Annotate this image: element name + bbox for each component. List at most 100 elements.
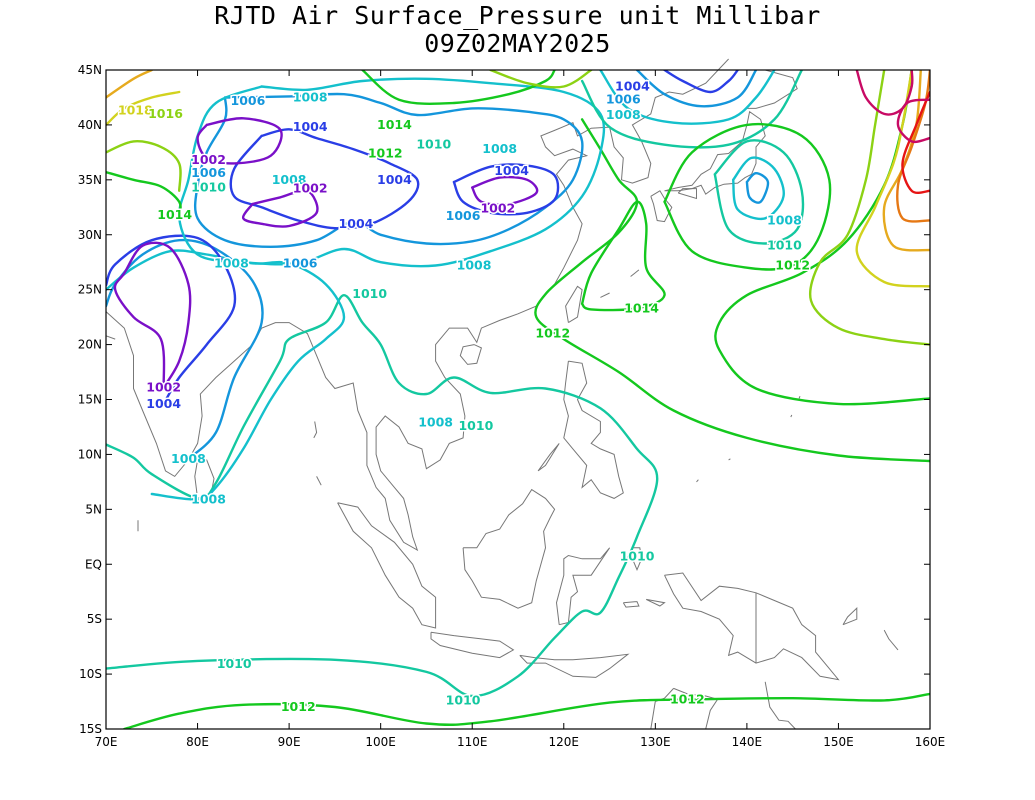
coastline-segment: [630, 269, 640, 277]
isobar-1018: [855, 70, 930, 288]
x-tick-label: 80E: [186, 735, 209, 749]
y-tick-label: 15N: [78, 393, 102, 407]
isobar-1016: [489, 70, 593, 89]
isobar-label-1004: 1004: [377, 172, 412, 187]
isobar-1012: [534, 118, 930, 463]
coastline-segment: [677, 188, 697, 200]
isobar-1012: [663, 122, 832, 271]
coastline-segment: [790, 414, 793, 418]
y-tick-label: 25N: [78, 283, 102, 297]
coastline-segment: [798, 396, 801, 399]
isobar-1008: [732, 156, 785, 221]
isobar-1016: [106, 140, 182, 192]
isobar-label-1014: 1014: [377, 117, 412, 132]
coastline-segment: [746, 69, 798, 109]
isobar-1014: [361, 70, 556, 105]
isobar-label-1002: 1002: [293, 181, 328, 196]
isobar-label-1012: 1012: [775, 258, 810, 273]
coastline-segment: [600, 292, 610, 298]
coastline-segment: [631, 547, 643, 571]
coastline-segment: [728, 458, 731, 461]
isobar-label-1002: 1002: [191, 152, 226, 167]
isobar-label-1016: 1016: [148, 106, 183, 121]
coastline-segment: [105, 335, 116, 340]
isobar-label-1008: 1008: [191, 491, 226, 506]
isobar-1002: [113, 241, 192, 389]
x-tick-label: 110E: [457, 735, 488, 749]
x-tick-label: 90E: [278, 735, 301, 749]
y-tick-label: 15S: [79, 722, 102, 736]
isobar-1008: [177, 77, 606, 268]
isobar-label-1006: 1006: [283, 255, 318, 270]
isobar-label-1012: 1012: [670, 691, 705, 706]
x-tick-label: 70E: [95, 735, 118, 749]
y-tick-label: 20N: [78, 338, 102, 352]
isobar-label-1004: 1004: [293, 119, 328, 134]
isobar-1004: [229, 128, 420, 230]
isobar-label-1012: 1012: [281, 699, 316, 714]
y-tick-label: 10N: [78, 447, 102, 461]
isobar-label-1010: 1010: [620, 549, 655, 564]
isobar-label-1010: 1010: [446, 692, 481, 707]
x-tick-label: 100E: [365, 735, 396, 749]
isobar-1002: [242, 189, 319, 228]
isobar-label-1008: 1008: [482, 141, 517, 156]
isobar-1012: [123, 692, 930, 729]
y-tick-label: 10S: [79, 667, 102, 681]
coastline-segment: [650, 701, 656, 730]
isobar-label-1014: 1014: [624, 300, 659, 315]
isobar-label-1008: 1008: [418, 415, 453, 430]
isobar-label-1012: 1012: [535, 326, 570, 341]
axis-layer: 70E 80E 90E 100E 110E 120E 130E 140E 150E 160E 45N…: [78, 63, 946, 749]
map-title: RJTD Air Surface_Pressure unit Millibar: [214, 1, 821, 30]
isobar-label-1008: 1008: [272, 172, 307, 187]
x-tick-label: 130E: [640, 735, 671, 749]
isobar-label-1014: 1014: [157, 207, 192, 222]
isobar-label-1004: 1004: [494, 163, 529, 178]
y-tick-label: 40N: [78, 118, 102, 132]
x-tick-label: 120E: [549, 735, 580, 749]
isobar-label-1010: 1010: [352, 286, 387, 301]
isobar-1026: [855, 70, 914, 116]
coastline-segment: [316, 476, 322, 486]
isobar-label-1008: 1008: [767, 212, 802, 227]
isobar-1006: [193, 92, 584, 248]
isobar-1014: [580, 200, 666, 312]
isobar-1010: [106, 294, 659, 698]
isobar-1010: [713, 139, 805, 245]
coastline-segment: [650, 190, 673, 223]
coastline-segment: [842, 607, 858, 626]
isobar-label-1004: 1004: [615, 78, 650, 93]
isobar-label-1008: 1008: [606, 107, 641, 122]
isobar-label-1012: 1012: [368, 145, 403, 160]
y-tick-label: 5S: [87, 612, 102, 626]
map-timestamp: 09Z02MAY2025: [424, 29, 611, 58]
x-tick-label: 150E: [823, 735, 854, 749]
y-tick-label: 30N: [78, 228, 102, 242]
coastline-segment: [563, 360, 624, 499]
coastline-segment: [337, 502, 437, 629]
isobar-label-1006: 1006: [606, 92, 641, 107]
isobar-label-1006: 1006: [446, 208, 481, 223]
y-tick-label: 5N: [85, 502, 102, 516]
coastline-segment: [622, 601, 640, 608]
isobar-label-1010: 1010: [767, 238, 802, 253]
isobar-label-1004: 1004: [146, 396, 181, 411]
x-tick-label: 160E: [915, 735, 946, 749]
isobar-label-1008: 1008: [293, 89, 328, 104]
isobar-1014: [106, 170, 182, 217]
isobar-1026: [896, 98, 930, 144]
isobar-label-1008: 1008: [457, 258, 492, 273]
isobar-label-1008: 1008: [171, 451, 206, 466]
coastline-segment: [565, 285, 583, 324]
isobar-1002: [196, 117, 283, 165]
coastline-segment: [764, 681, 796, 730]
coastline-segment: [313, 421, 318, 439]
coastline-segment: [430, 631, 515, 659]
y-tick-label: 35N: [78, 173, 102, 187]
coastline-segment: [645, 598, 666, 607]
isobar-label-1018: 1018: [118, 103, 153, 118]
isobar-1004: [452, 163, 560, 216]
isobar-label-1002: 1002: [146, 379, 181, 394]
